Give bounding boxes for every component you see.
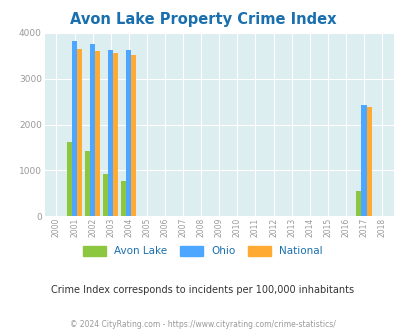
Bar	[356, 191, 360, 216]
Bar	[72, 41, 77, 216]
Bar	[67, 142, 72, 216]
Text: Crime Index corresponds to incidents per 100,000 inhabitants: Crime Index corresponds to incidents per…	[51, 285, 354, 295]
Bar	[85, 151, 90, 216]
Bar	[95, 51, 100, 216]
Bar	[131, 55, 136, 216]
Bar	[113, 53, 118, 216]
Bar	[77, 50, 82, 216]
Text: Avon Lake Property Crime Index: Avon Lake Property Crime Index	[70, 12, 335, 26]
Bar	[103, 174, 108, 216]
Bar	[126, 50, 131, 216]
Legend: Avon Lake, Ohio, National: Avon Lake, Ohio, National	[79, 242, 326, 260]
Bar	[108, 50, 113, 216]
Bar	[90, 45, 95, 216]
Bar	[360, 105, 366, 216]
Bar	[366, 107, 371, 216]
Bar	[121, 181, 126, 216]
Text: © 2024 CityRating.com - https://www.cityrating.com/crime-statistics/: © 2024 CityRating.com - https://www.city…	[70, 320, 335, 329]
